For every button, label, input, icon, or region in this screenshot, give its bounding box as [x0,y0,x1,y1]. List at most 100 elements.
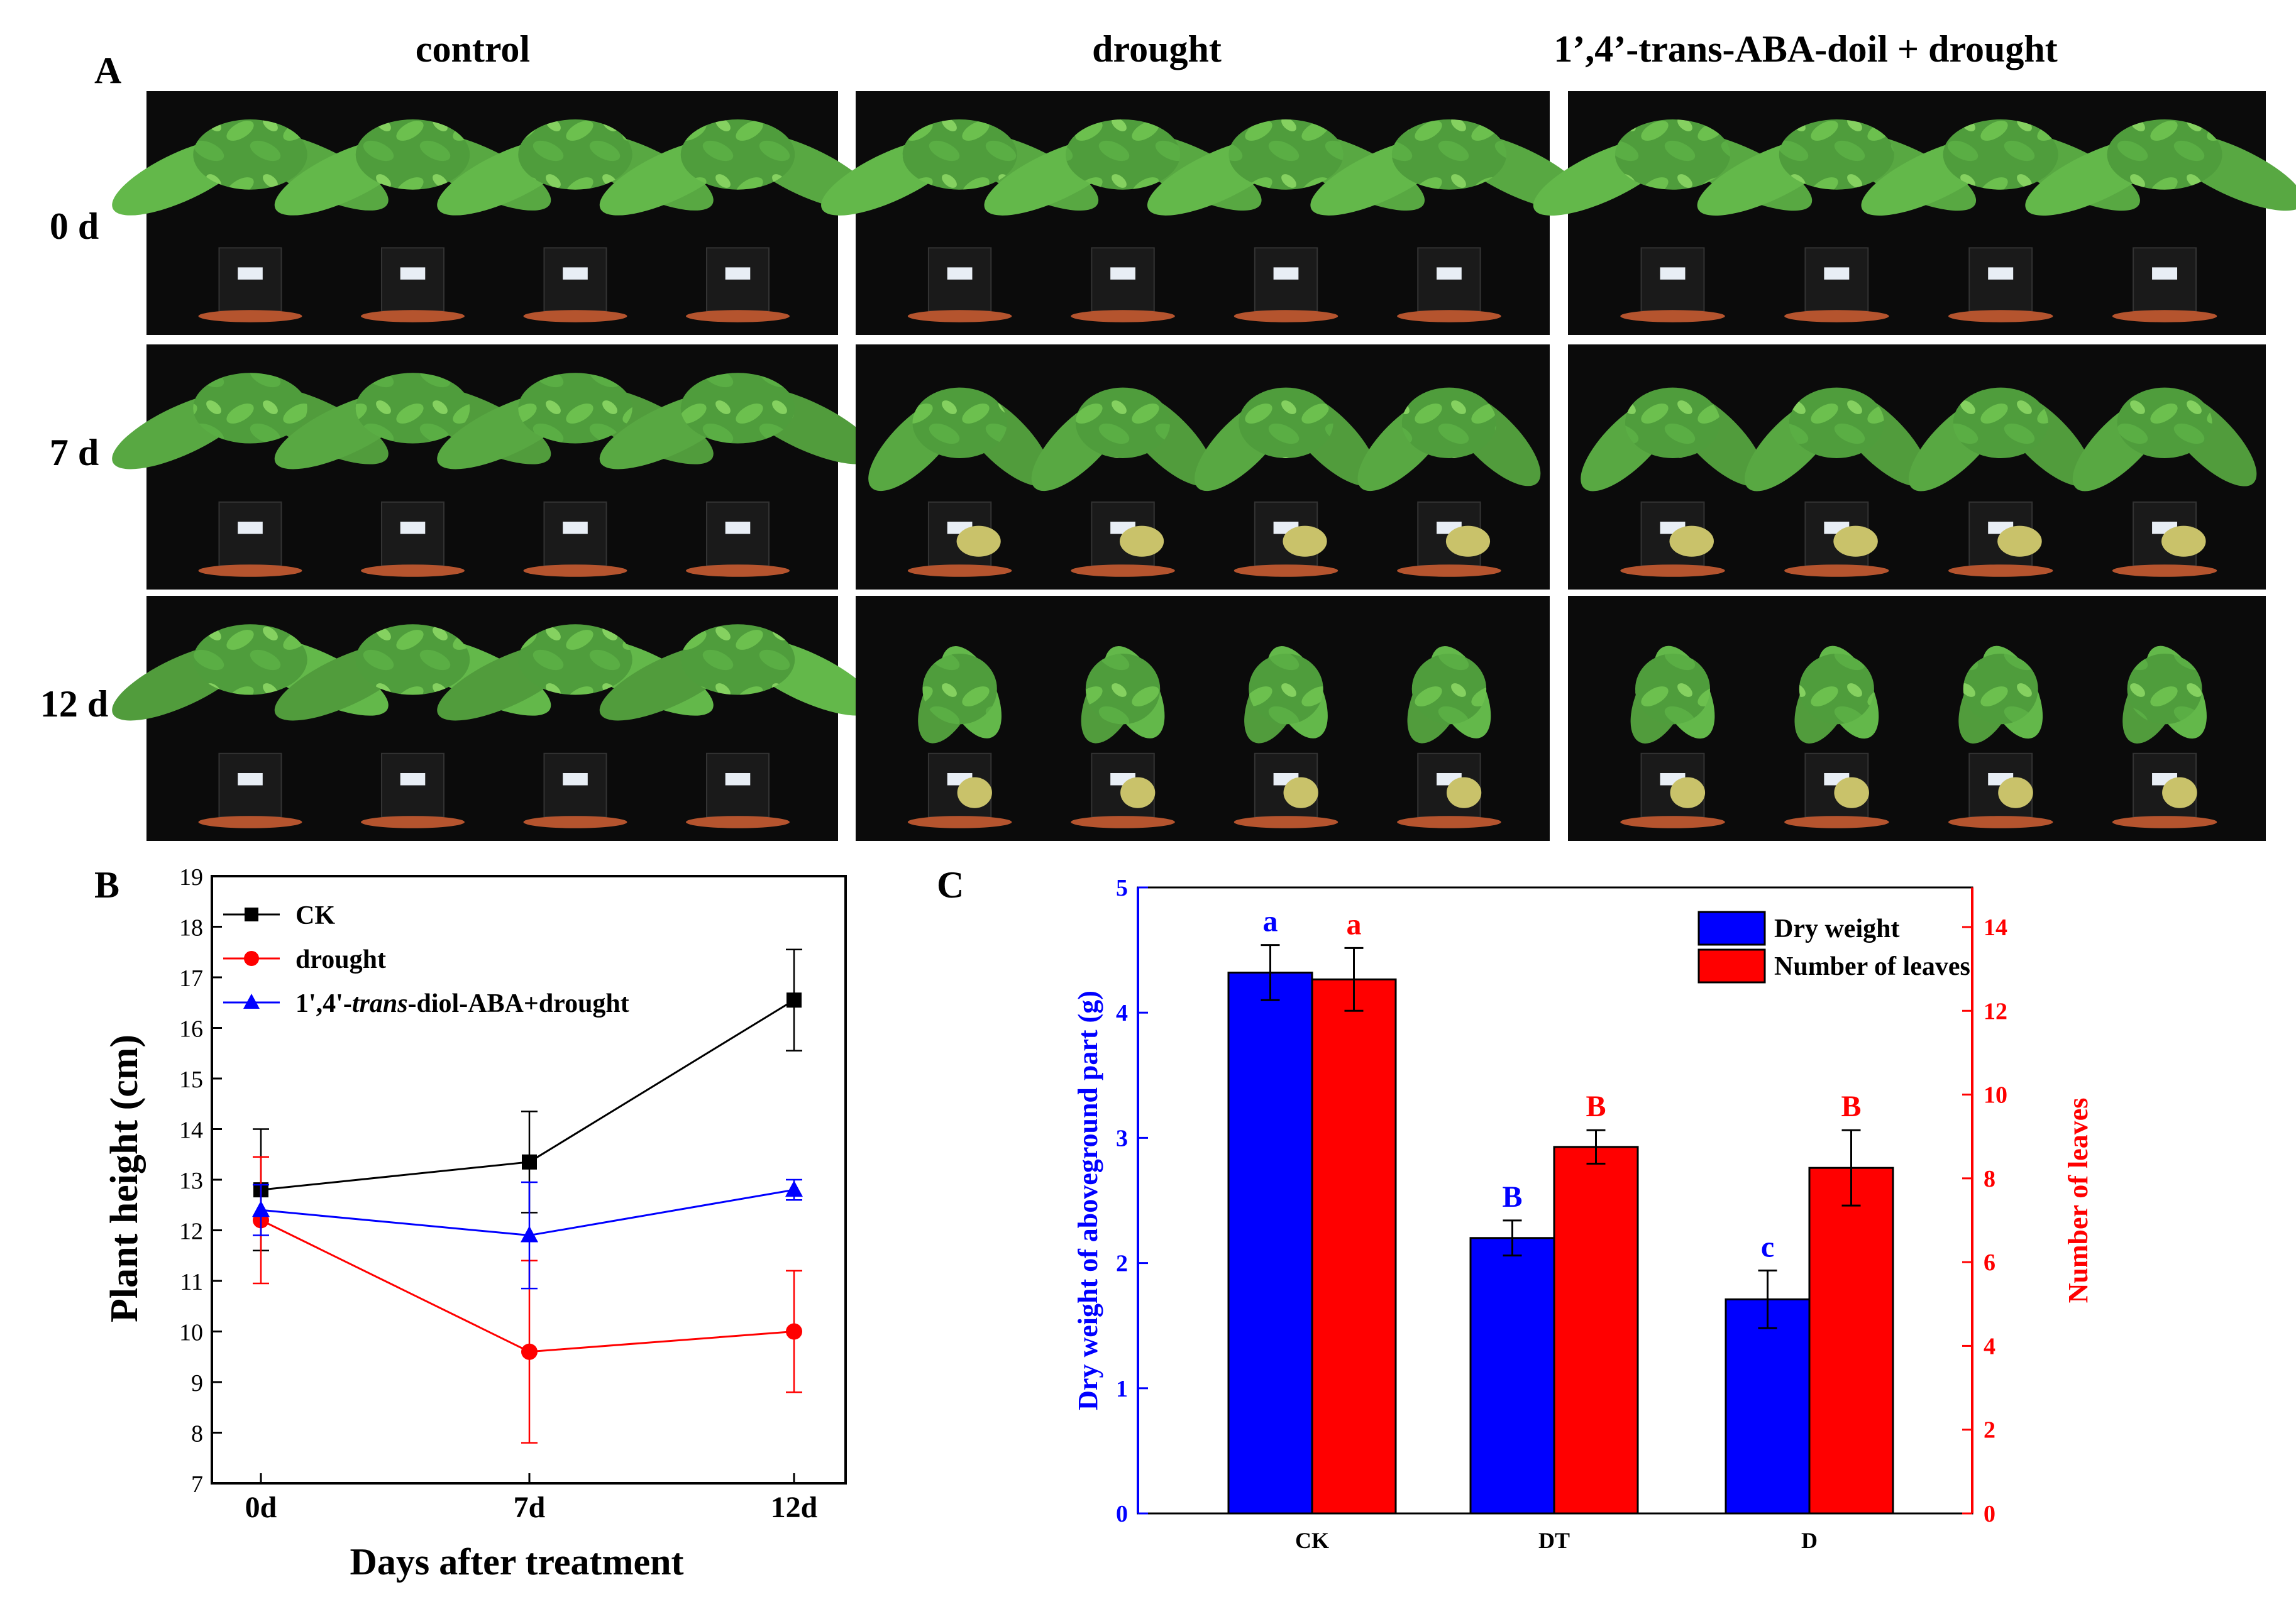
plant [1031,387,1215,577]
row-label-7d: 7 d [50,432,99,473]
yellow-leaf [957,777,992,808]
legend-label: Number of leaves [1774,952,1970,981]
pot-label [563,267,588,280]
saucer [523,564,627,577]
saucer [1071,564,1175,577]
saucer [1784,310,1889,322]
plant [1620,645,1725,828]
legend-marker [243,994,260,1009]
plant [2112,645,2217,828]
pot-label [725,522,751,534]
legend-label: drought [295,945,386,974]
bar [1808,1167,1894,1515]
yellow-leaf [1120,777,1156,808]
y-tick-label: 17 [179,965,203,992]
y-tick-label: 7 [191,1471,203,1498]
leaf [355,373,470,444]
left-y-tick-label: 0 [1116,1501,1128,1527]
legend-label: 1',4'-trans-diol-ABA+drought [295,989,629,1018]
yellow-leaf [2161,525,2206,557]
leaf [193,373,307,444]
y-tick-label: 16 [179,1016,203,1043]
x-tick-label: DT [1538,1528,1570,1553]
pot-label [400,522,426,534]
legend-swatch [1697,911,1766,946]
significance-letter: a [1263,905,1278,938]
series-1 [253,1156,802,1444]
saucer [1784,564,1889,577]
yellow-leaf [1834,777,1869,808]
pot-label [2152,267,2178,280]
leaf [1799,654,1874,725]
bar [1725,1298,1811,1515]
leaf [680,624,795,695]
saucer [2112,816,2217,828]
legend-marker [245,908,258,921]
saucer [523,816,627,828]
data-point [785,1180,803,1197]
data-point [521,1226,538,1243]
pot-label [1110,267,1135,280]
right-y-tick-label: 14 [1984,914,2007,941]
left-y-tick-label: 5 [1116,875,1128,901]
saucer [2112,564,2217,577]
plant [1745,387,1929,577]
saucer [361,816,465,828]
legend-label: Dry weight [1774,914,1899,943]
leaf [680,373,795,444]
x-tick-label: D [1801,1528,1818,1553]
leaf [680,119,795,190]
leaf [1228,119,1344,190]
saucer [907,816,1012,828]
saucer [1948,564,2053,577]
saucer [2112,310,2217,322]
data-point [521,1343,538,1360]
y-tick-label: 13 [179,1168,203,1194]
panel-b-y-axis-label: Plant height (cm) [103,1035,146,1322]
leaf [1635,654,1711,725]
pot-label [1824,267,1850,280]
leaf [1779,119,1894,190]
yellow-leaf [1669,525,1714,557]
leaf [1065,119,1181,190]
pot-label [947,267,973,280]
pot-label [563,773,588,786]
saucer [1234,816,1338,828]
yellow-leaf [1445,525,1491,557]
panel-c-label: C [937,864,964,906]
y-tick-label: 9 [191,1370,203,1397]
panel-b-x-axis-label: Days after treatment [350,1541,684,1583]
leaf [1239,387,1333,458]
significance-letter: B [1586,1090,1606,1123]
bar-series-1: a B B [1311,908,1894,1515]
pot-label [238,773,263,786]
x-tick-label: 0d [245,1491,277,1524]
plant-photo-r2-c2 [1568,596,2266,841]
right-y-tick-label: 0 [1984,1501,1995,1527]
saucer [1620,816,1725,828]
row-label-12d: 12 d [40,683,108,725]
yellow-leaf [1446,777,1482,808]
x-tick-label: 7d [514,1491,546,1524]
yellow-leaf [2162,777,2197,808]
plant-photo-r0-c2 [1533,91,2296,335]
plant [274,373,551,577]
saucer [686,564,790,577]
y-tick-label: 12 [179,1219,203,1245]
significance-letter: a [1347,908,1362,941]
pot-label [400,267,426,280]
saucer [1620,310,1725,322]
leaf [2107,119,2222,190]
leaf [193,119,307,190]
column-title-aba-drought: 1’,4’-trans-ABA-doil + drought [1554,28,2057,70]
plant-photo-r2-c1 [856,596,1550,841]
pot-label [725,773,751,786]
legend-swatch [1697,948,1766,984]
column-title-drought: drought [1092,28,1222,70]
left-y-tick-label: 3 [1116,1125,1128,1151]
leaf [912,387,1007,458]
panel-c-left-y-axis-label: Dry weight of aboveground part (g) [1073,991,1103,1410]
leaf [1789,387,1884,458]
plant-photo-r0-c0 [112,91,876,335]
panel-b-label: B [94,864,119,906]
